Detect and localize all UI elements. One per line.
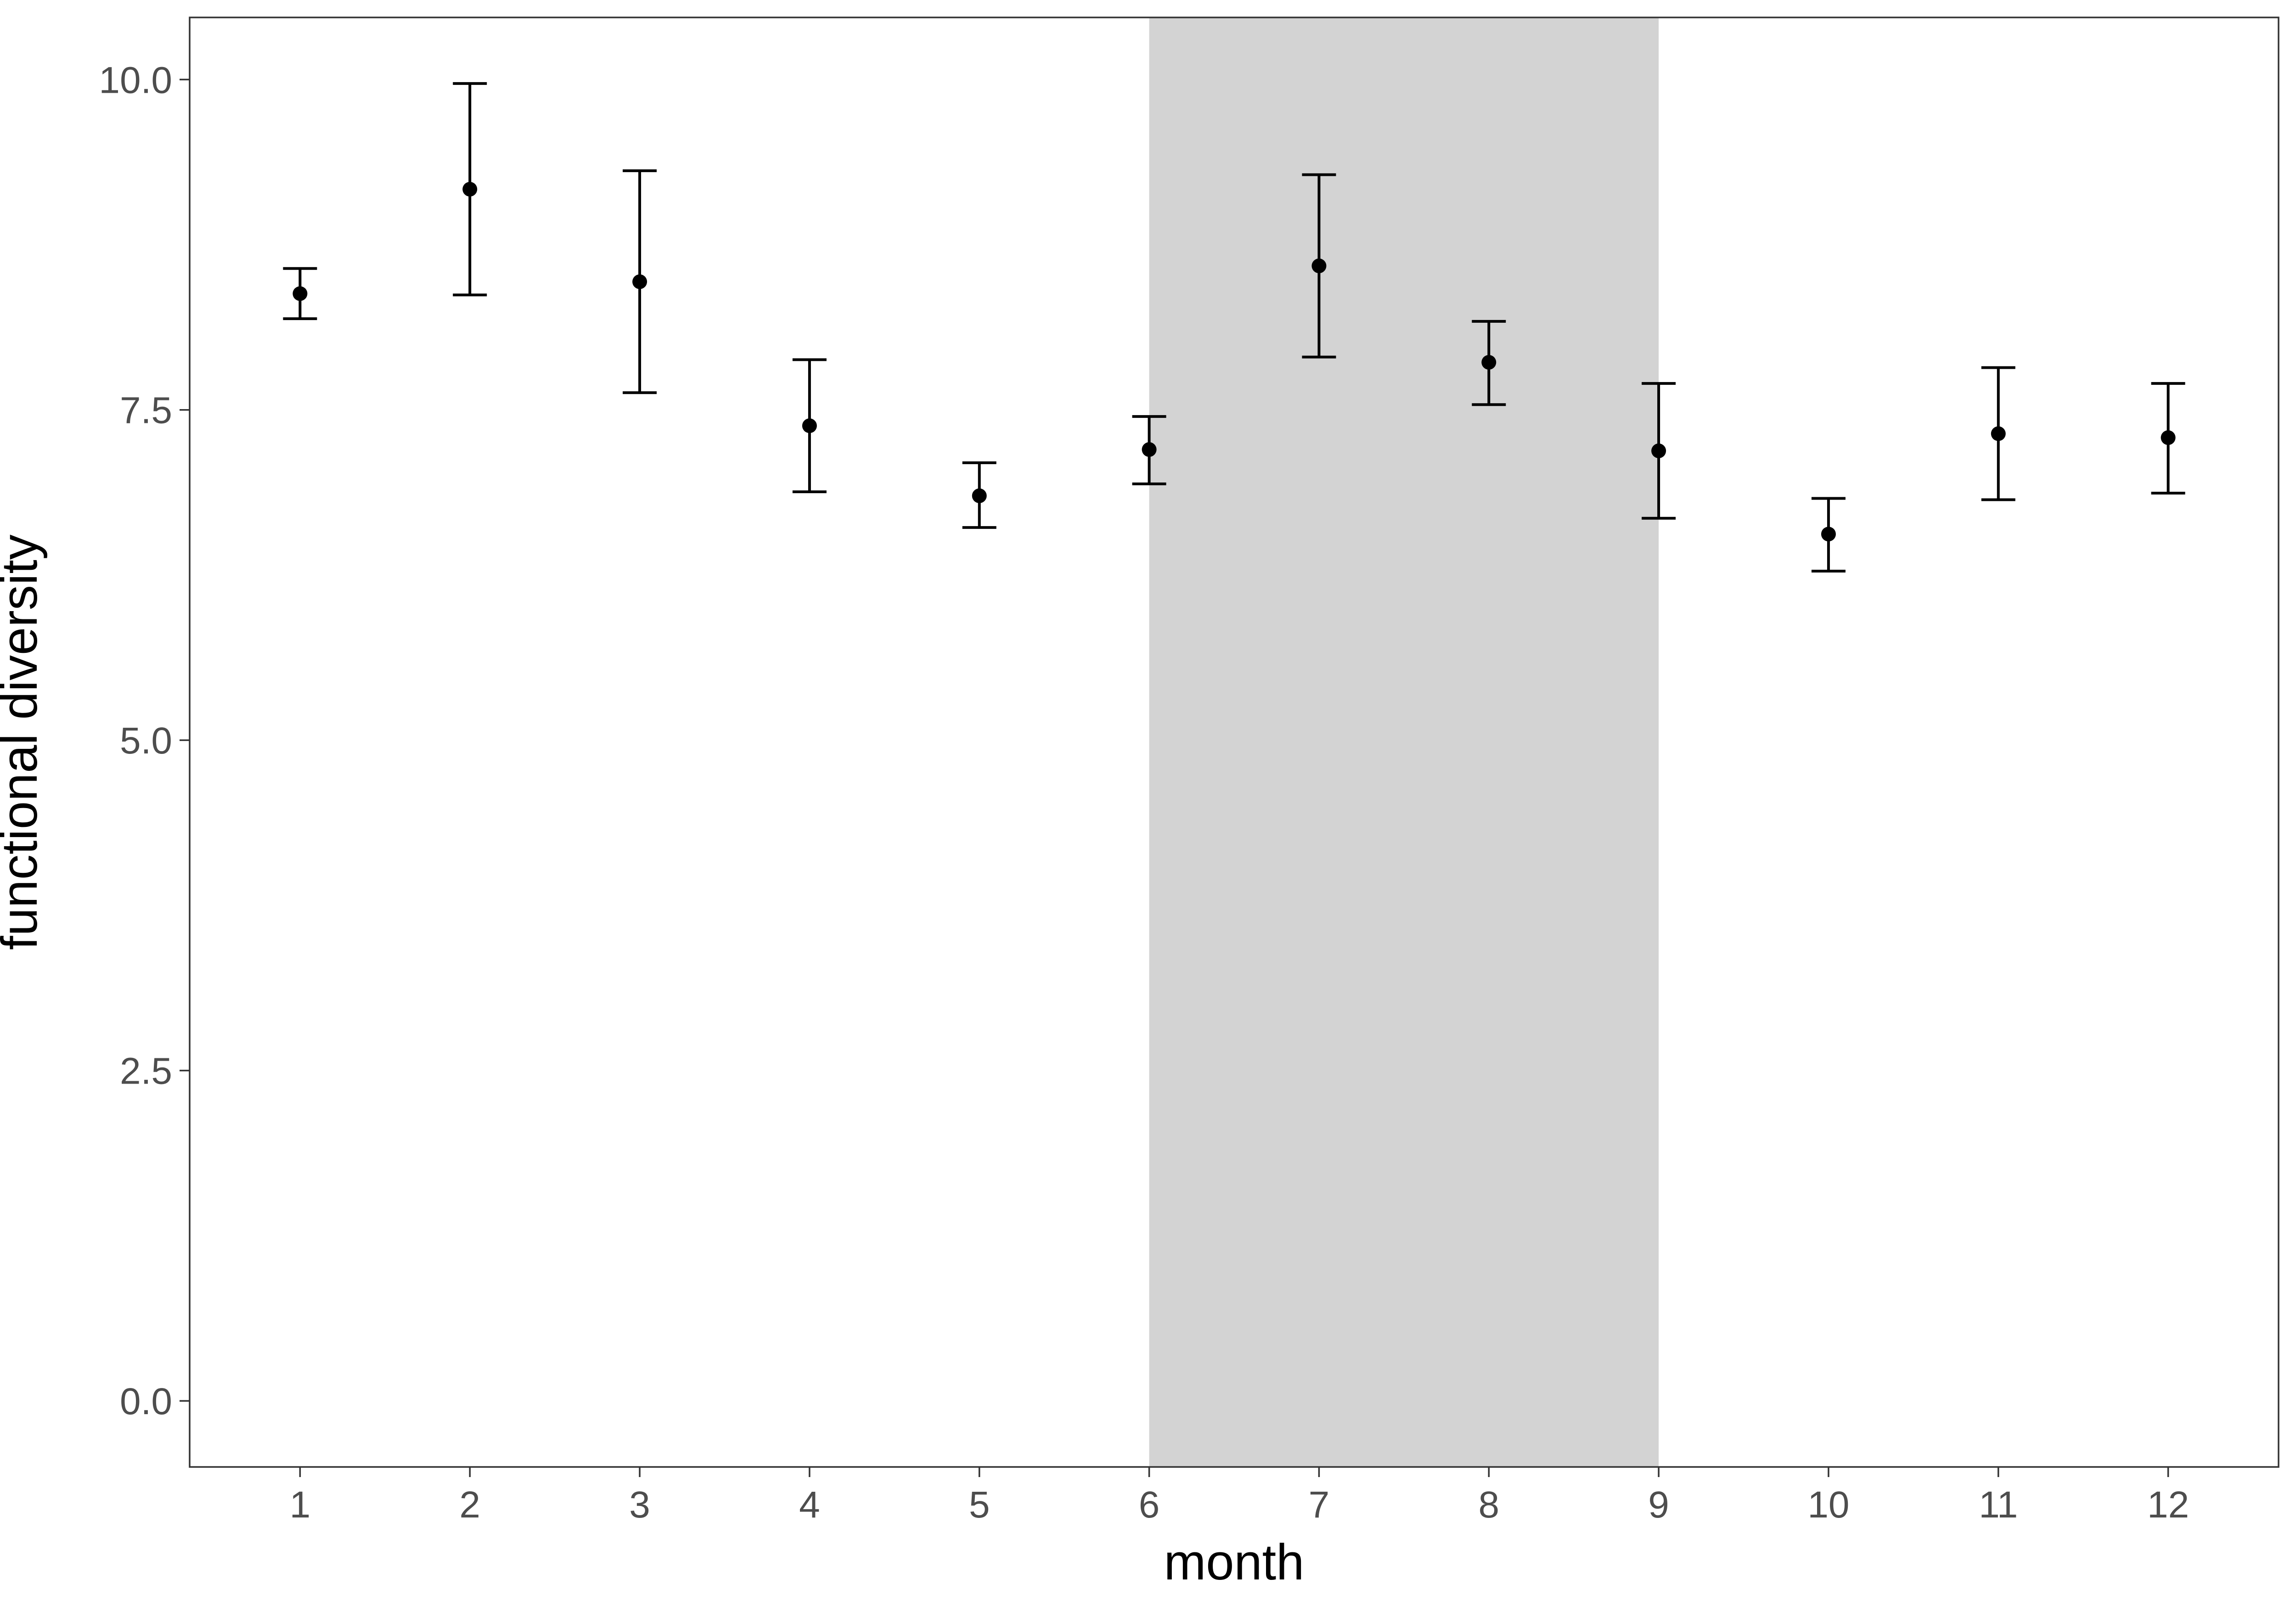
y-tick-label: 7.5 <box>120 390 172 432</box>
x-tick-label: 10 <box>1807 1484 1849 1526</box>
data-point-3 <box>632 274 647 289</box>
data-point-6 <box>1142 442 1157 457</box>
data-point-10 <box>1821 527 1836 542</box>
x-tick-label: 6 <box>1139 1484 1160 1526</box>
y-tick-label: 2.5 <box>120 1051 172 1092</box>
panel-border <box>189 17 2279 1468</box>
shaded-region <box>1149 17 1659 1467</box>
x-axis-title: month <box>1164 1534 1305 1590</box>
x-axis: 1 2 3 4 5 6 7 8 9 10 11 12 <box>290 1467 2189 1526</box>
y-tick-label: 5.0 <box>120 720 172 762</box>
data-point-5 <box>972 488 987 503</box>
y-axis: 0.0 2.5 5.0 7.5 10.0 <box>99 59 190 1422</box>
x-tick-label: 7 <box>1309 1484 1330 1526</box>
data-point-2 <box>462 182 478 197</box>
x-tick-label: 1 <box>290 1484 311 1526</box>
data-point-1 <box>293 286 308 301</box>
data-point-12 <box>2161 430 2176 445</box>
x-tick-label: 5 <box>969 1484 990 1526</box>
plot-panel <box>189 17 2279 1468</box>
x-tick-label: 9 <box>1648 1484 1669 1526</box>
data-points <box>293 182 2176 542</box>
data-point-4 <box>802 418 817 433</box>
x-tick-label: 4 <box>799 1484 820 1526</box>
x-tick-label: 3 <box>629 1484 650 1526</box>
data-point-8 <box>1481 355 1497 370</box>
x-tick-label: 2 <box>459 1484 480 1526</box>
x-tick-label: 12 <box>2147 1484 2189 1526</box>
y-axis-title: functional diversity <box>0 534 48 950</box>
data-point-9 <box>1651 443 1666 458</box>
data-point-11 <box>1991 426 2006 441</box>
y-tick-label: 0.0 <box>120 1381 172 1422</box>
y-tick-label: 10.0 <box>99 59 172 101</box>
x-tick-label: 11 <box>1979 1484 2018 1526</box>
x-tick-label: 8 <box>1478 1484 1499 1526</box>
data-point-7 <box>1311 258 1327 274</box>
